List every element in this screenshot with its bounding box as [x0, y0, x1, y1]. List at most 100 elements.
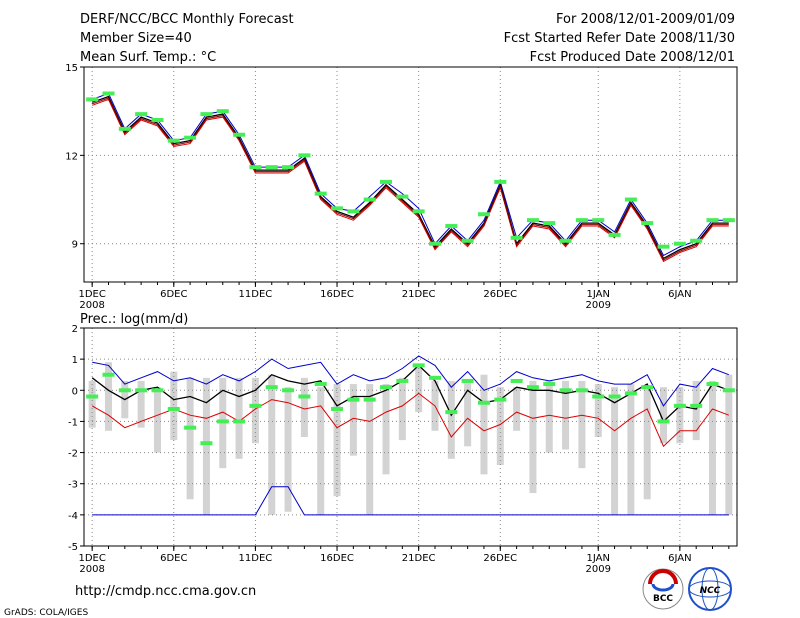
marker: [461, 238, 474, 243]
marker: [347, 397, 360, 402]
marker: [86, 97, 99, 102]
year-label: 2008: [79, 564, 104, 575]
marker: [445, 410, 458, 415]
marker: [233, 419, 246, 424]
marker: [216, 419, 229, 424]
marker: [184, 135, 197, 140]
marker: [722, 218, 735, 223]
marker: [135, 388, 148, 393]
range-bar: [186, 377, 194, 500]
marker: [314, 191, 327, 196]
marker: [298, 394, 311, 399]
marker: [494, 397, 507, 402]
marker: [412, 209, 425, 214]
marker: [331, 406, 344, 411]
y-tick-label: -2: [68, 449, 78, 460]
range-bar: [235, 377, 243, 459]
marker: [184, 425, 197, 430]
series-mean: [91, 95, 729, 260]
marker: [592, 218, 605, 223]
marker: [363, 197, 376, 202]
series-mean-shadow: [92, 97, 729, 261]
marker: [86, 394, 99, 399]
x-tick-label: 1JAN: [587, 289, 610, 300]
x-tick-label: 6DEC: [160, 289, 187, 300]
marker: [690, 238, 703, 243]
marker: [347, 209, 360, 214]
y-tick-label: 9: [72, 240, 78, 251]
marker: [167, 406, 180, 411]
marker: [396, 194, 409, 199]
marker: [412, 363, 425, 368]
series-max: [92, 92, 729, 257]
marker: [690, 403, 703, 408]
range-bar: [562, 380, 570, 450]
range-bar: [300, 377, 308, 437]
marker: [706, 382, 719, 387]
marker: [477, 400, 490, 405]
x-tick-label: 11DEC: [239, 553, 273, 564]
marker: [608, 394, 621, 399]
marker: [249, 165, 262, 170]
marker: [363, 397, 376, 402]
marker: [477, 212, 490, 217]
marker: [298, 153, 311, 158]
range-bar: [251, 377, 259, 444]
x-tick-label: 1JAN: [587, 553, 610, 564]
range-bar: [268, 374, 276, 515]
range-bar: [594, 384, 602, 437]
y-tick-label: -5: [68, 542, 78, 553]
y-tick-label: 15: [65, 63, 78, 74]
member-size: Member Size=40: [80, 31, 192, 46]
x-tick-label: 16DEC: [320, 553, 354, 564]
marker: [657, 244, 670, 249]
ncc-logo: NCC: [688, 567, 732, 611]
range-bar: [153, 387, 161, 453]
x-tick-label: 16DEC: [320, 289, 354, 300]
marker: [543, 221, 556, 226]
series-min: [92, 98, 729, 263]
marker: [314, 382, 327, 387]
marker: [722, 388, 735, 393]
marker: [233, 132, 246, 137]
marker: [592, 394, 605, 399]
range-bar: [170, 371, 178, 441]
marker: [102, 372, 115, 377]
marker: [445, 224, 458, 229]
source-url[interactable]: http://cmdp.ncc.cma.gov.cn: [75, 584, 256, 599]
marker: [494, 179, 507, 184]
x-tick-label: 1DEC: [78, 553, 105, 564]
series-mean: [91, 364, 730, 423]
marker: [265, 385, 278, 390]
marker: [118, 388, 131, 393]
marker: [575, 218, 588, 223]
range-bar: [284, 387, 292, 512]
marker: [380, 385, 393, 390]
y-tick-label: 1: [72, 355, 78, 366]
y-tick-label: 0: [72, 386, 78, 397]
marker: [216, 109, 229, 114]
marker: [510, 235, 523, 240]
series-floor: [92, 486, 729, 516]
range-bar: [725, 374, 733, 515]
marker: [380, 179, 393, 184]
year-label: 2008: [79, 300, 104, 311]
y-tick-label: -3: [68, 480, 78, 491]
range-bar: [398, 377, 406, 441]
marker: [396, 378, 409, 383]
temperature-panel: 9 12 15 1DEC 6DEC 11DEC 16DEC 21DEC 26DEC 1JAN 6JA…: [65, 63, 738, 311]
range-bar: [447, 380, 455, 459]
produced-date: Fcst Produced Date 2008/12/01: [530, 50, 735, 65]
plot-frame: [83, 327, 738, 547]
marker: [510, 378, 523, 383]
marker: [135, 112, 148, 117]
marker: [657, 419, 670, 424]
x-tick-label: 6JAN: [668, 289, 691, 300]
x-tick-label: 1DEC: [78, 289, 105, 300]
variable-label: Mean Surf. Temp.: °C: [80, 50, 216, 65]
x-tick-label: 11DEC: [239, 289, 273, 300]
marker: [608, 232, 621, 237]
range-bar: [513, 387, 521, 431]
x-tick-label: 6JAN: [668, 553, 691, 564]
